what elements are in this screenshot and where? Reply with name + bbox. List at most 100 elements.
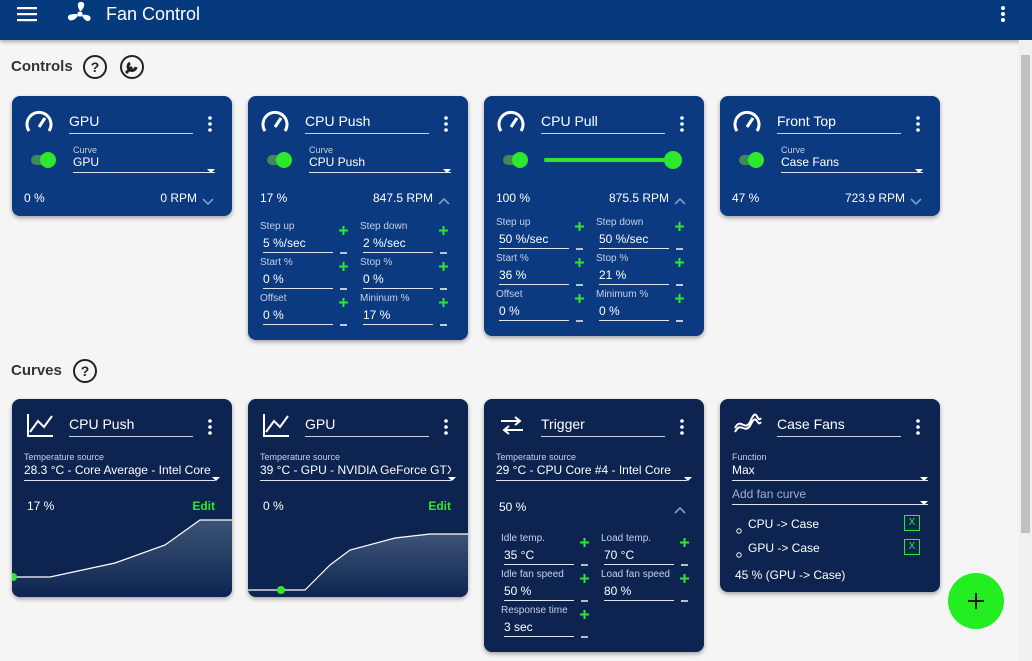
expand-button[interactable] (910, 193, 922, 206)
dropdown-arrow (448, 468, 456, 481)
source-select[interactable]: 28.3 °C - Core Average - Intel Core (24, 463, 215, 481)
increase-button[interactable] (580, 570, 589, 583)
card-title[interactable]: GPU (305, 416, 429, 437)
decrease-button[interactable] (440, 242, 447, 254)
increase-button[interactable] (439, 222, 448, 235)
increase-button[interactable] (580, 606, 589, 619)
increase-button[interactable] (439, 294, 448, 307)
card-title[interactable]: Front Top (777, 113, 901, 134)
increase-button[interactable] (339, 294, 348, 307)
field-value[interactable]: 50 %/sec (499, 232, 569, 249)
menu-button[interactable] (17, 5, 39, 23)
increase-button[interactable] (339, 222, 348, 235)
field-value[interactable]: 3 sec (504, 620, 574, 637)
toggle[interactable] (737, 150, 767, 170)
decrease-button[interactable] (581, 554, 588, 566)
curve-select[interactable]: CPU Push (309, 155, 451, 173)
decrease-button[interactable] (581, 626, 588, 638)
remove-button[interactable]: X (904, 539, 920, 555)
increase-button[interactable] (575, 254, 584, 267)
card-title[interactable]: CPU Push (305, 113, 429, 134)
expand-button[interactable] (674, 193, 686, 205)
field-value[interactable]: 2 %/sec (363, 236, 433, 253)
help-button[interactable]: ? (72, 358, 100, 386)
field-value[interactable]: 50 % (504, 584, 574, 601)
increase-button[interactable] (675, 254, 684, 267)
card-title[interactable]: Trigger (541, 416, 665, 437)
card-menu[interactable] (206, 418, 214, 436)
field-value[interactable]: 35 °C (504, 548, 574, 565)
more-button[interactable] (998, 5, 1008, 25)
add-curve-select[interactable]: Add fan curve (732, 487, 928, 505)
field-value[interactable]: 0 % (263, 272, 333, 289)
decrease-button[interactable] (576, 274, 583, 286)
decrease-button[interactable] (340, 314, 347, 326)
card-menu[interactable] (678, 115, 686, 133)
increase-button[interactable] (575, 290, 584, 303)
increase-button[interactable] (680, 534, 689, 547)
decrease-button[interactable] (676, 274, 683, 286)
scrollbar[interactable] (1019, 40, 1032, 661)
edit-button[interactable]: Edit (428, 499, 451, 513)
field-value[interactable]: 0 % (599, 304, 669, 321)
toggle[interactable] (29, 150, 59, 170)
field-value[interactable]: 36 % (499, 268, 569, 285)
card-title[interactable]: CPU Push (69, 416, 193, 437)
field-value[interactable]: 0 % (363, 272, 433, 289)
field-value[interactable]: 70 °C (604, 548, 674, 565)
decrease-button[interactable] (340, 242, 347, 254)
card-menu[interactable] (442, 418, 450, 436)
field-value[interactable]: 17 % (363, 308, 433, 325)
card-title[interactable]: Case Fans (777, 416, 901, 437)
card-title[interactable]: GPU (69, 113, 193, 134)
toggle[interactable] (501, 150, 531, 170)
card-menu[interactable] (914, 115, 922, 133)
card-menu[interactable] (678, 418, 686, 436)
field-value[interactable]: 50 %/sec (599, 232, 669, 249)
source-select[interactable]: 29 °C - CPU Core #4 - Intel Core (496, 463, 687, 481)
increase-button[interactable] (439, 258, 448, 271)
card-menu[interactable] (442, 115, 450, 133)
section-buttons[interactable]: ? (82, 54, 148, 82)
field-value[interactable]: 21 % (599, 268, 669, 285)
expand-button[interactable] (438, 193, 450, 205)
field-value[interactable]: 80 % (604, 584, 674, 601)
decrease-button[interactable] (440, 278, 447, 290)
field-value[interactable]: 0 % (263, 308, 333, 325)
decrease-button[interactable] (676, 238, 683, 250)
field-value[interactable]: 5 %/sec (263, 236, 333, 253)
increase-button[interactable] (680, 570, 689, 583)
dropdown-arrow (207, 160, 215, 173)
increase-button[interactable] (575, 218, 584, 231)
curve-select[interactable]: Case Fans (781, 155, 923, 173)
field-label: Stop % (360, 257, 393, 268)
collapse-button[interactable] (674, 502, 686, 514)
curve-select[interactable]: GPU (73, 155, 215, 173)
decrease-button[interactable] (440, 314, 447, 326)
decrease-button[interactable] (681, 554, 688, 566)
field-value[interactable]: 0 % (499, 304, 569, 321)
card-title[interactable]: CPU Pull (541, 113, 665, 134)
decrease-button[interactable] (576, 310, 583, 322)
card-menu[interactable] (206, 115, 214, 133)
increase-button[interactable] (339, 258, 348, 271)
control-card: CPU Pull 100 % 875.5 RPM Step up 50 %/sec Ste… (484, 96, 704, 336)
function-select[interactable]: Max (732, 463, 928, 481)
increase-button[interactable] (580, 534, 589, 547)
rpm: 0 RPM (160, 191, 197, 205)
card-menu[interactable] (914, 418, 922, 436)
slider[interactable] (542, 150, 684, 170)
decrease-button[interactable] (681, 590, 688, 602)
increase-button[interactable] (675, 290, 684, 303)
expand-button[interactable] (202, 193, 214, 206)
increase-button[interactable] (675, 218, 684, 231)
decrease-button[interactable] (576, 238, 583, 250)
add-button[interactable] (946, 571, 1006, 631)
decrease-button[interactable] (581, 590, 588, 602)
toggle[interactable] (265, 150, 295, 170)
decrease-button[interactable] (676, 310, 683, 322)
edit-button[interactable]: Edit (192, 499, 215, 513)
decrease-button[interactable] (340, 278, 347, 290)
remove-button[interactable]: X (904, 515, 920, 531)
source-select[interactable]: 39 °C - GPU - NVIDIA GeForce GTX (260, 463, 451, 481)
